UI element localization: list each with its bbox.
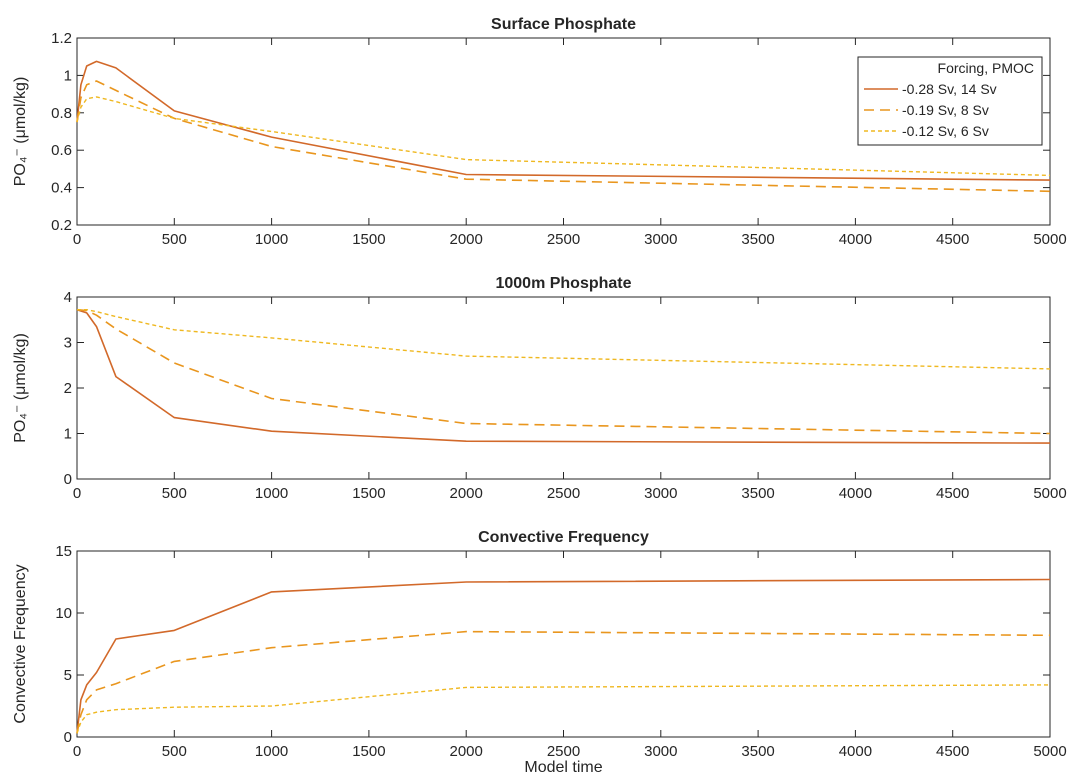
y-tick-label: 3 <box>64 335 72 352</box>
y-tick-label: 0 <box>64 471 72 488</box>
x-tick-label: 2000 <box>450 485 483 502</box>
x-tick-label: 2000 <box>450 743 483 760</box>
y-tick-label: 0.4 <box>51 180 72 197</box>
x-tick-label: 4000 <box>839 743 872 760</box>
x-tick-label: 4000 <box>839 485 872 502</box>
x-tick-label: 2000 <box>450 231 483 248</box>
x-tick-label: 3500 <box>741 231 774 248</box>
y-tick-label: 5 <box>64 667 72 684</box>
x-tick-label: 500 <box>162 743 187 760</box>
x-tick-label: 1500 <box>352 743 385 760</box>
x-tick-label: 0 <box>73 485 81 502</box>
series-line-2 <box>76 308 1051 435</box>
legend: Forcing, PMOC -0.28 Sv, 14 Sv -0.19 Sv, 8 … <box>857 56 1043 146</box>
y-tick-label: 2 <box>64 380 72 397</box>
x-tick-label: 1500 <box>352 231 385 248</box>
chart-panel-1: Surface Phosphate 0 500 1000 1500 2000 2500 300… <box>12 16 1067 248</box>
series-line-1 <box>76 60 1051 181</box>
x-tick-label: 5000 <box>1033 485 1066 502</box>
x-tick-label: 2500 <box>547 743 580 760</box>
x-tick-label: 4000 <box>839 231 872 248</box>
y-tick-label: 1 <box>64 67 72 84</box>
chart-title: 1000m Phosphate <box>495 275 631 292</box>
x-tick-label: 5000 <box>1033 231 1066 248</box>
series-line-1 <box>76 308 1051 444</box>
series-line-2 <box>76 80 1051 193</box>
legend-entry-1: -0.28 Sv, 14 Sv <box>902 81 997 97</box>
x-tick-label: 3500 <box>741 743 774 760</box>
chart-title: Surface Phosphate <box>491 16 636 33</box>
x-tick-label: 2500 <box>547 231 580 248</box>
x-tick-label: 0 <box>73 743 81 760</box>
x-tick-label: 5000 <box>1033 743 1066 760</box>
x-tick-label: 3000 <box>644 231 677 248</box>
legend-entry-3: -0.12 Sv, 6 Sv <box>902 123 989 139</box>
x-tick-label: 1000 <box>255 743 288 760</box>
x-tick-label: 3000 <box>644 743 677 760</box>
y-tick-label: 10 <box>55 605 72 622</box>
y-tick-label: 1.2 <box>51 30 72 47</box>
y-axis-label: PO₄⁻ (μmol/kg) <box>12 77 29 187</box>
y-tick-label: 1 <box>64 426 72 443</box>
plot-area-frame <box>76 296 1051 480</box>
x-tick-label: 3000 <box>644 485 677 502</box>
x-tick-label: 4500 <box>936 231 969 248</box>
series-line-3 <box>76 96 1051 177</box>
y-axis-label: Convective Frequency <box>12 564 29 723</box>
legend-entry-2: -0.19 Sv, 8 Sv <box>902 102 989 118</box>
y-tick-label: 0.8 <box>51 105 72 122</box>
y-tick-label: 0.2 <box>51 217 72 234</box>
x-tick-label: 500 <box>162 485 187 502</box>
legend-title: Forcing, PMOC <box>938 60 1034 76</box>
x-tick-label: 1000 <box>255 231 288 248</box>
series-line-3 <box>76 684 1051 734</box>
chart-panel-3: Convective Frequency 0 500 1000 1500 2000 2500… <box>12 529 1067 760</box>
chart-title: Convective Frequency <box>478 529 649 546</box>
x-tick-label: 1000 <box>255 485 288 502</box>
y-tick-label: 0 <box>64 729 72 746</box>
chart-panel-2: 1000m Phosphate 0 500 1000 1500 2000 2500 3000 3… <box>12 275 1067 502</box>
plot-area-frame <box>76 550 1051 738</box>
x-tick-label: 4500 <box>936 485 969 502</box>
x-tick-label: 1500 <box>352 485 385 502</box>
x-tick-label: 2500 <box>547 485 580 502</box>
y-tick-label: 0.6 <box>51 142 72 159</box>
x-tick-label: 4500 <box>936 743 969 760</box>
x-tick-label: 500 <box>162 231 187 248</box>
y-axis-label: PO₄⁻ (μmol/kg) <box>12 333 29 443</box>
x-tick-label: 3500 <box>741 485 774 502</box>
series-line-3 <box>77 309 1051 370</box>
y-tick-label: 15 <box>55 543 72 560</box>
x-axis-label: Model time <box>524 759 602 776</box>
x-tick-label: 0 <box>73 231 81 248</box>
series-line-1 <box>76 578 1051 734</box>
series-line-2 <box>76 630 1051 734</box>
y-tick-label: 4 <box>64 289 72 306</box>
